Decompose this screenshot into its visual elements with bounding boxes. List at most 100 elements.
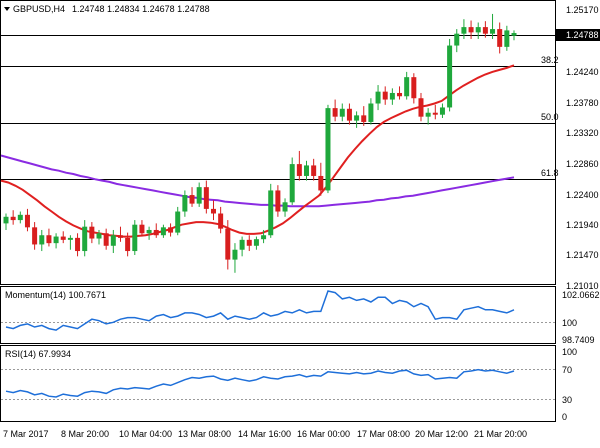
price-tick: 1.22400 [566, 190, 599, 200]
candle-bear [210, 208, 216, 214]
candle-bull [511, 33, 517, 36]
candle-bull [289, 164, 295, 203]
time-tick: 20 Mar 12:00 [415, 429, 468, 439]
price-tick: 1.24240 [566, 67, 599, 77]
time-tick: 8 Mar 20:00 [61, 429, 109, 439]
candle-bull [339, 108, 345, 117]
candle-bull [3, 216, 9, 224]
candle-bear [418, 98, 424, 117]
candle-bull [261, 235, 267, 240]
price-tick: 1.21940 [566, 220, 599, 230]
candle-bear [225, 228, 231, 260]
candle-bear [468, 27, 474, 33]
time-tick: 17 Mar 08:00 [357, 429, 410, 439]
fib-label-38: 38.2 [541, 55, 559, 65]
candle-bull [39, 235, 45, 245]
candle-bull [504, 30, 510, 47]
candle-bear [10, 216, 16, 221]
price-panel [0, 0, 556, 285]
candle-bull [454, 33, 460, 46]
candle-bull [447, 45, 453, 108]
candles-group [3, 13, 517, 273]
candle-bull [461, 27, 467, 34]
candle-bear [218, 213, 224, 229]
rsi-tick: 0 [562, 412, 567, 422]
candle-bull [182, 195, 188, 212]
candle-bull [375, 91, 381, 104]
momentum-tick: 98.7409 [562, 335, 595, 345]
candle-bear [117, 235, 123, 238]
current-price-marker [556, 29, 600, 41]
candle-bull [268, 190, 274, 236]
candle-bear [24, 214, 30, 228]
momentum-panel [0, 286, 556, 344]
current-price-label: 1.24788 [566, 30, 599, 40]
candle-bear [411, 77, 417, 99]
rsi-line [5, 368, 515, 398]
price-axis: 1.25170 1.24240 1.23780 1.23320 1.22860 … [566, 5, 599, 291]
candle-bull [160, 227, 166, 236]
price-tick: 1.21470 [566, 250, 599, 260]
time-tick: 14 Mar 16:00 [238, 429, 291, 439]
candle-bear [397, 92, 403, 97]
candle-bull [96, 233, 102, 239]
fib-label-50: 50.0 [541, 112, 559, 122]
rsi-panel [0, 345, 556, 422]
candle-bull [53, 236, 59, 244]
candle-bull [232, 249, 238, 260]
candle-bear [89, 226, 95, 239]
candle-bull [425, 112, 431, 117]
rsi-tick: 30 [562, 395, 572, 405]
candle-bear [361, 115, 367, 122]
candle-bear [346, 108, 352, 121]
momentum-tick: 100 [562, 318, 577, 328]
time-tick: 16 Mar 00:00 [297, 429, 350, 439]
time-tick: 21 Mar 20:00 [474, 429, 527, 439]
candle-bear [318, 175, 324, 191]
candle-bear [60, 236, 66, 240]
candle-bear [332, 108, 338, 117]
candle-bull [67, 237, 73, 240]
candle-bull [17, 214, 23, 221]
price-tick: 1.22860 [566, 159, 599, 169]
candle-bear [125, 237, 131, 252]
candle-bull [475, 27, 481, 33]
candle-bull [175, 211, 181, 233]
candle-bear [382, 91, 388, 100]
candle-bear [246, 239, 252, 246]
candle-bull [490, 29, 496, 34]
fib-label-61: 61.8 [541, 168, 559, 178]
sma-slow-line [0, 154, 515, 208]
price-tick: 1.25170 [566, 5, 599, 15]
candle-bear [189, 195, 195, 204]
candle-bull [132, 224, 138, 252]
time-tick: 10 Mar 04:00 [119, 429, 172, 439]
candle-bear [203, 187, 209, 209]
candle-bear [275, 190, 281, 212]
candle-bull [404, 77, 410, 97]
price-tick: 1.23320 [566, 128, 599, 138]
candle-bull [304, 165, 310, 176]
rsi-tick: 100 [562, 347, 577, 357]
candle-bear [103, 233, 109, 246]
candle-bull [239, 239, 245, 250]
candle-bear [311, 165, 317, 176]
candle-bull [439, 107, 445, 115]
candle-bull [389, 92, 395, 100]
rsi-tick: 70 [562, 365, 572, 375]
price-tick: 1.21010 [566, 281, 599, 291]
time-tick: 7 Mar 2017 [3, 429, 49, 439]
candle-bull [325, 108, 331, 191]
candle-bear [153, 229, 159, 236]
candle-bull [253, 239, 259, 246]
rsi-title: RSI(14) 67.9934 [5, 349, 71, 359]
candle-bear [32, 227, 38, 245]
candle-bear [497, 29, 503, 47]
chevron-down-icon[interactable] [4, 7, 10, 11]
price-tick: 1.23780 [566, 98, 599, 108]
ohlc-values: 1.24748 1.24834 1.24678 1.24788 [72, 4, 210, 14]
candle-bull [368, 103, 374, 122]
momentum-title: Momentum(14) 100.7671 [5, 290, 106, 300]
